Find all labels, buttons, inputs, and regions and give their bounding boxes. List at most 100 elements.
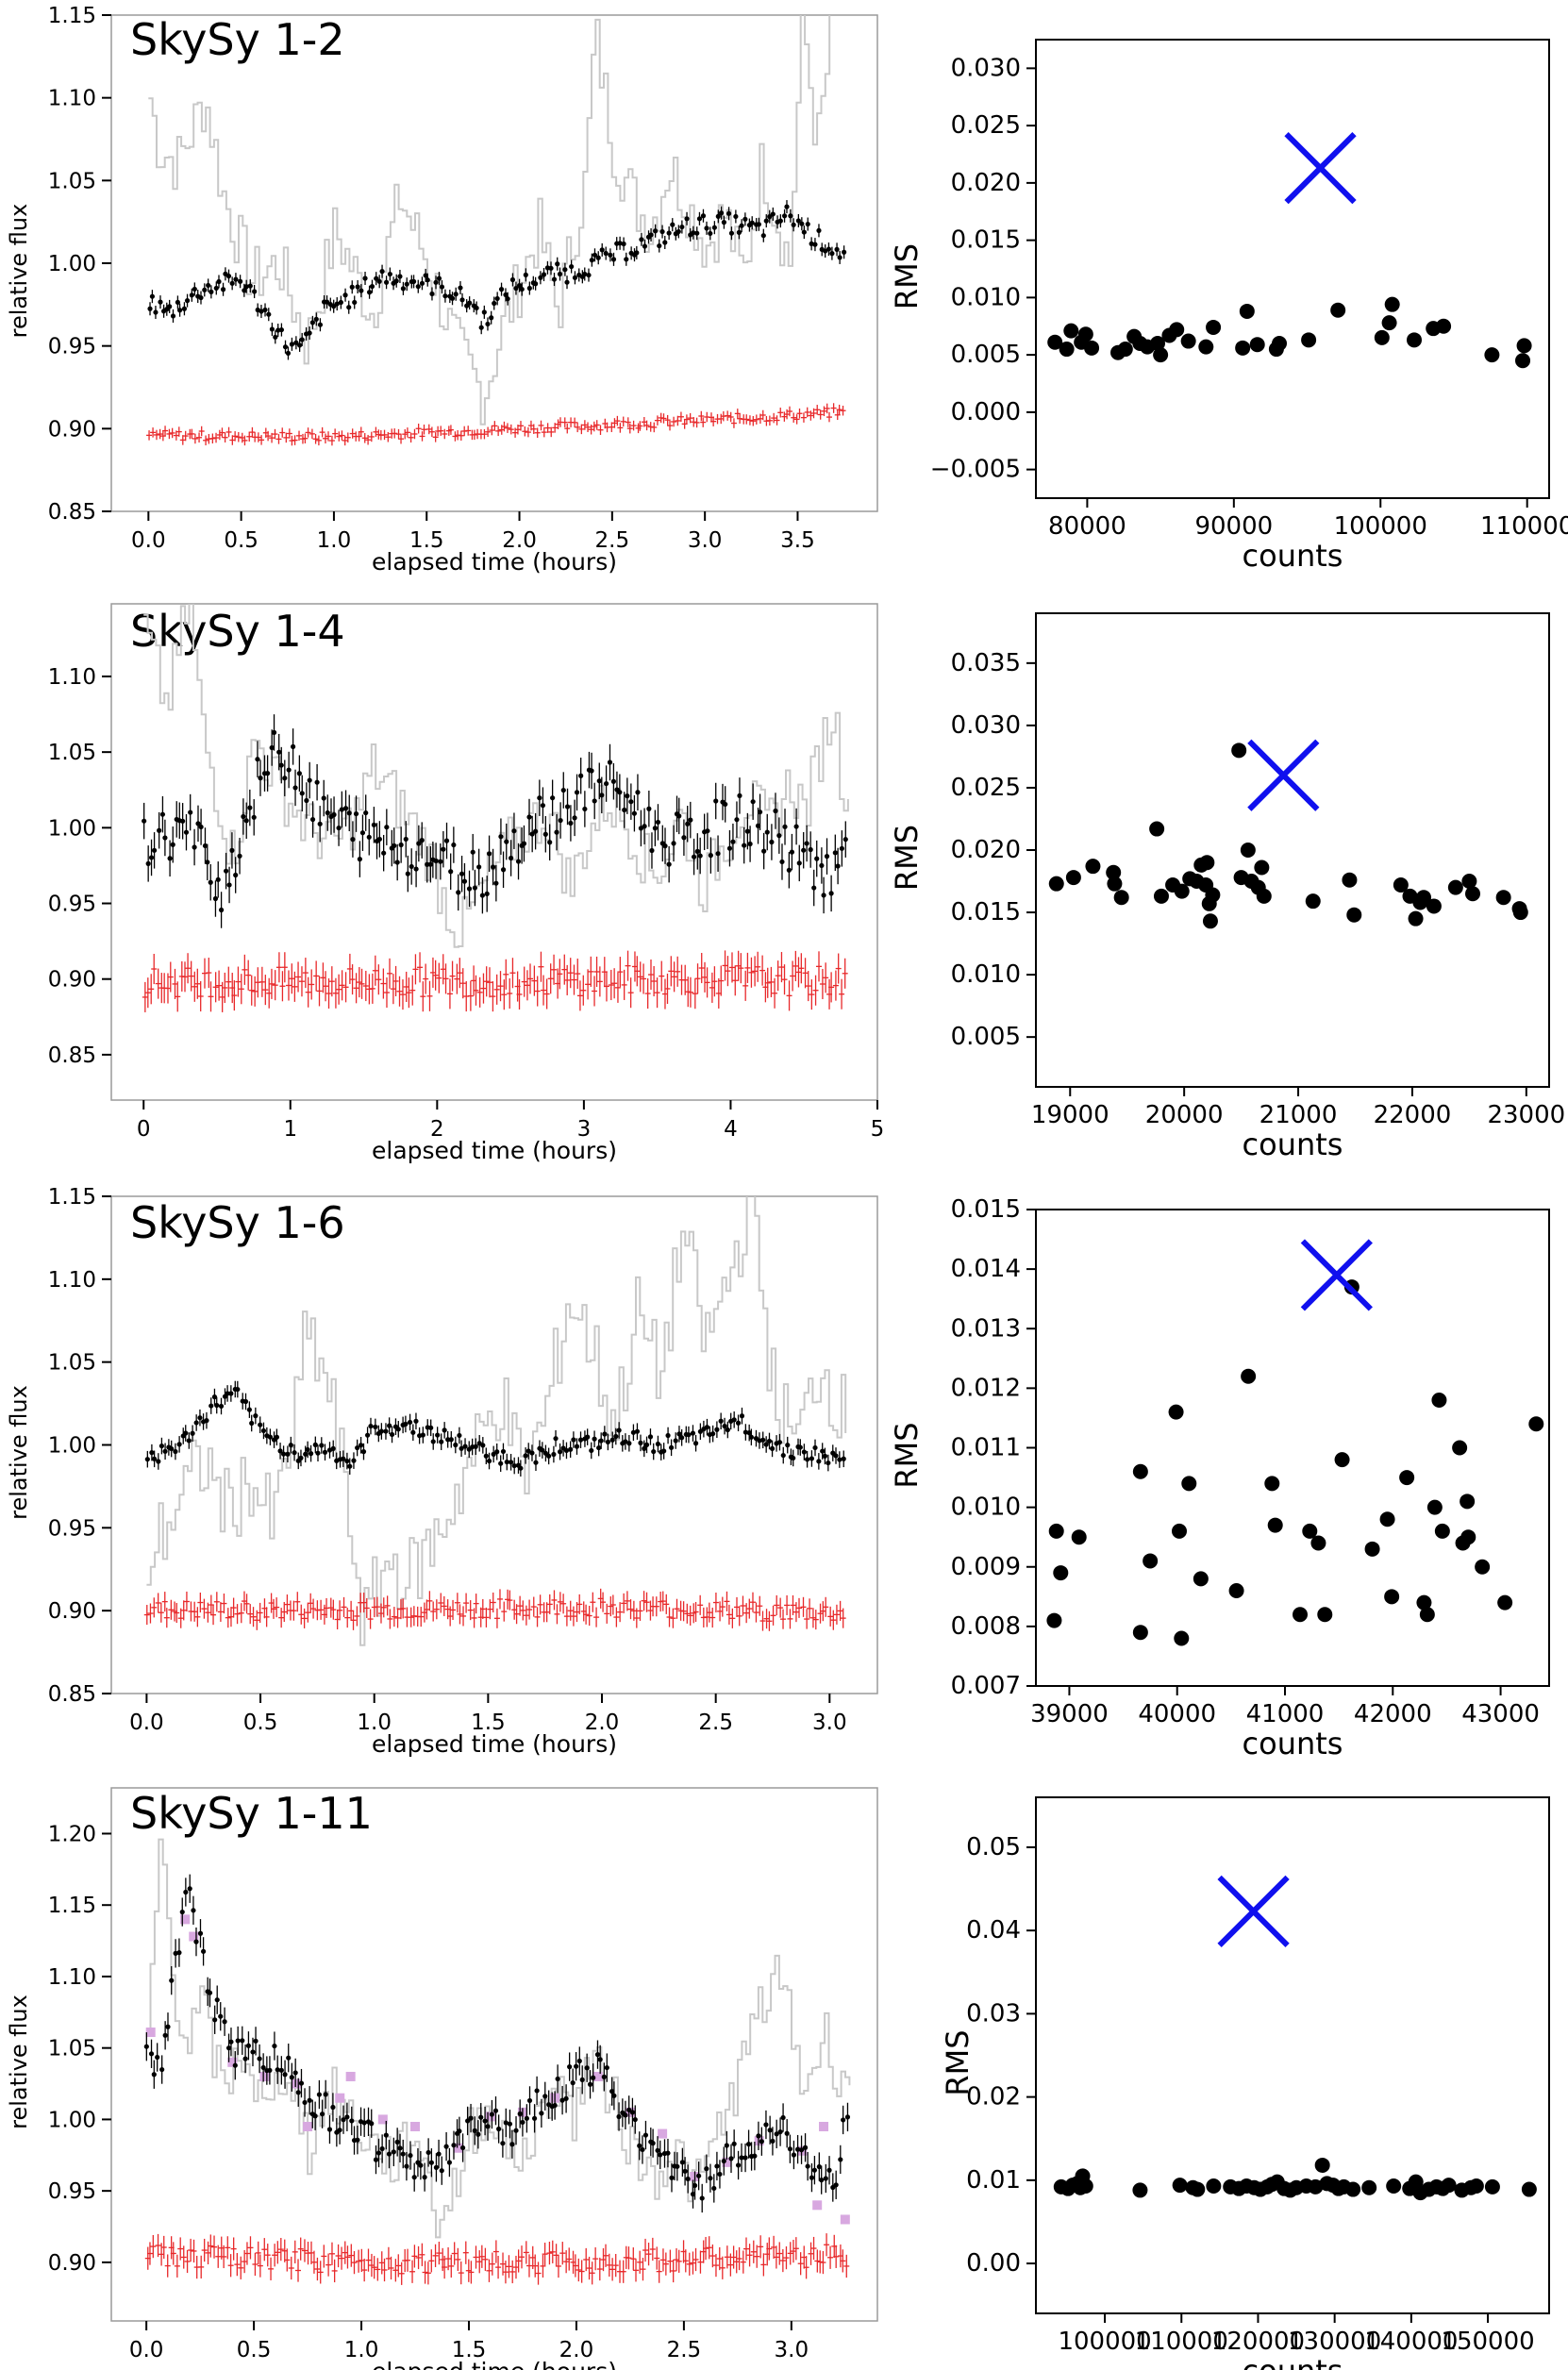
comparison-point xyxy=(824,403,830,414)
x-tick-label: 2 xyxy=(430,1117,444,1142)
comparison-point xyxy=(238,1603,244,1624)
target-point xyxy=(257,2044,262,2074)
x-tick-label: 19000 xyxy=(1031,1101,1109,1129)
comparison-point xyxy=(737,413,743,424)
target-point xyxy=(483,1447,489,1465)
target-point xyxy=(262,303,268,317)
comparison-point xyxy=(269,432,275,443)
comparison-point xyxy=(612,2253,619,2278)
target-point xyxy=(642,240,648,254)
target-point xyxy=(718,206,725,220)
lightcurve-panel-skysy-1-11: 0.0 0.5 1.0 1.5 2.0 2.5 3.00.900.951.001.051.1… xyxy=(6,1787,878,2370)
comparison-point xyxy=(188,2238,194,2262)
comparison-point xyxy=(217,1601,224,1622)
target-point xyxy=(628,783,634,820)
target-point xyxy=(151,2060,157,2089)
comparison-point xyxy=(606,2253,612,2277)
target-point xyxy=(704,221,709,235)
target-point xyxy=(519,282,525,296)
comparison-point xyxy=(764,967,771,998)
y-tick-label: 0.013 xyxy=(951,1314,1021,1343)
model-point xyxy=(227,2057,238,2067)
comparison-point xyxy=(411,2245,418,2268)
comparison-point xyxy=(710,416,717,426)
target-point xyxy=(509,840,514,876)
target-point xyxy=(433,275,439,290)
comparison-point xyxy=(641,1591,647,1611)
comparison-point xyxy=(250,1607,257,1627)
target-point xyxy=(694,226,700,241)
rms-point xyxy=(1374,329,1390,345)
target-point xyxy=(801,831,807,869)
rms-point xyxy=(1256,888,1272,904)
rms-point xyxy=(1468,2178,1484,2195)
comparison-point xyxy=(786,406,792,417)
y-tick-label: 0.95 xyxy=(48,1516,96,1541)
comparison-point xyxy=(578,2260,585,2283)
comparison-point xyxy=(793,414,800,425)
target-point xyxy=(176,1938,182,1967)
target-point xyxy=(341,2105,346,2134)
target-point xyxy=(427,845,433,883)
rms-point xyxy=(1419,1607,1435,1623)
comparison-point xyxy=(727,411,734,423)
comparison-point xyxy=(211,2235,218,2259)
target-point xyxy=(250,2037,256,2067)
target-point xyxy=(607,743,613,781)
comparison-point xyxy=(493,1608,500,1628)
target-point xyxy=(552,2091,558,2120)
comparison-point xyxy=(473,975,479,1006)
target-point xyxy=(420,1427,425,1444)
comparison-point xyxy=(516,978,523,1010)
comparison-point xyxy=(454,963,460,994)
comparison-point xyxy=(624,1591,630,1611)
y-tick-label: 1.15 xyxy=(48,1894,96,1918)
target-point xyxy=(481,305,487,319)
comparison-point xyxy=(390,974,396,1005)
comparison-point xyxy=(626,423,633,434)
comparison-point xyxy=(225,1608,231,1628)
target-point xyxy=(277,1443,283,1460)
comparison-point xyxy=(247,2236,254,2260)
comparison-point xyxy=(777,408,784,418)
target-point xyxy=(387,1417,392,1434)
target-marker xyxy=(1284,131,1357,205)
y-tick-label: 0.011 xyxy=(951,1434,1021,1462)
comparison-point xyxy=(797,2252,804,2276)
comparison-point xyxy=(339,430,345,441)
rms-point xyxy=(1132,1625,1148,1641)
comparison-point xyxy=(532,2254,539,2278)
target-point xyxy=(791,1449,796,1467)
comparison-point xyxy=(168,1599,175,1620)
comparison-point xyxy=(823,962,829,993)
comparison-point xyxy=(150,427,157,438)
comparison-point xyxy=(215,2245,222,2268)
comparison-point xyxy=(225,426,232,438)
rms-point xyxy=(1172,1523,1187,1539)
model-point xyxy=(658,2128,668,2139)
rms-point xyxy=(1264,1476,1280,1492)
x-tick-label: 20000 xyxy=(1145,1101,1224,1129)
target-point xyxy=(642,808,647,844)
comparison-point xyxy=(670,1608,676,1628)
target-point xyxy=(393,274,399,288)
comparison-point xyxy=(361,433,368,443)
comparison-point xyxy=(571,964,577,995)
comparison-point xyxy=(368,2253,375,2278)
comparison-point xyxy=(266,977,273,1009)
y-tick-label: 1.05 xyxy=(48,741,96,765)
rms-point xyxy=(1169,322,1185,338)
target-point xyxy=(686,1426,692,1444)
target-point xyxy=(486,835,492,873)
y-tick-label: 1.10 xyxy=(48,1268,96,1293)
x-tick-label: 80000 xyxy=(1048,512,1126,541)
target-point xyxy=(369,2109,375,2138)
target-point xyxy=(292,1444,297,1461)
y-tick-label: 0.90 xyxy=(48,1599,96,1624)
comparison-point xyxy=(194,1607,201,1627)
target-point xyxy=(665,2138,671,2168)
comparison-point xyxy=(295,2259,302,2282)
comparison-point xyxy=(771,2235,777,2260)
comparison-point xyxy=(810,408,817,419)
comparison-point xyxy=(645,2243,652,2266)
